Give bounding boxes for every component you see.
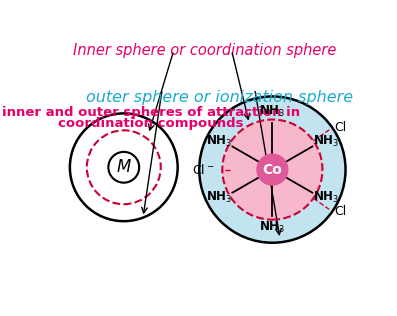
Text: inner and outer spheres of attraction in: inner and outer spheres of attraction in [2, 106, 300, 119]
Text: Cl$^-$: Cl$^-$ [192, 163, 215, 177]
Circle shape [199, 96, 345, 243]
Text: outer sphere or ionization sphere: outer sphere or ionization sphere [87, 90, 354, 105]
Circle shape [257, 154, 288, 185]
Text: Cl: Cl [334, 121, 346, 134]
Text: NH$_3$: NH$_3$ [313, 190, 339, 205]
Text: coordination compounds: coordination compounds [58, 117, 243, 130]
Text: NH$_3$: NH$_3$ [259, 104, 285, 119]
Text: NH$_3$: NH$_3$ [313, 134, 339, 149]
Circle shape [222, 119, 322, 220]
Text: NH$_3$: NH$_3$ [259, 220, 285, 235]
Text: Inner sphere or coordination sphere: Inner sphere or coordination sphere [73, 43, 336, 58]
Text: NH$_3$: NH$_3$ [206, 134, 232, 149]
Text: Cl: Cl [334, 205, 346, 218]
Text: M: M [117, 158, 131, 176]
Text: Co: Co [262, 163, 282, 177]
Text: NH$_3$: NH$_3$ [206, 190, 232, 205]
